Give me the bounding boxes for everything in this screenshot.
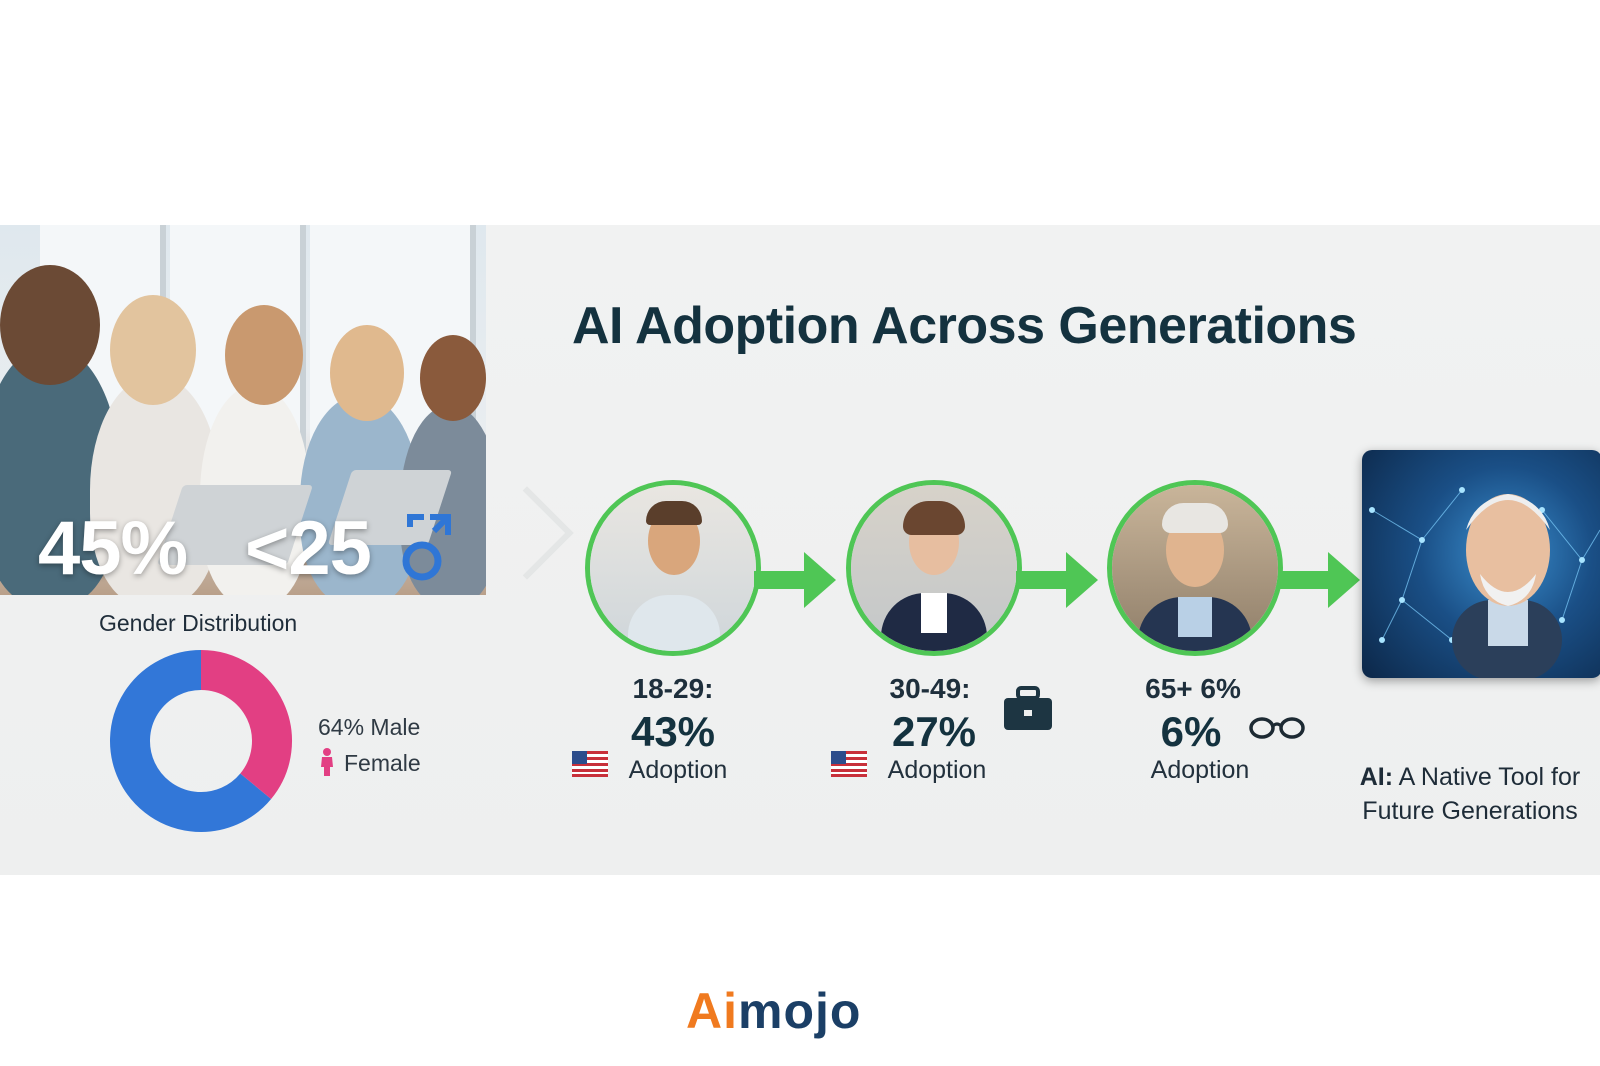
avatar-middle-aged xyxy=(846,480,1022,656)
gender-donut-chart xyxy=(110,650,292,832)
future-caption: AI: A Native Tool for Future Generations xyxy=(1340,760,1600,828)
gen2-age: 30-49: xyxy=(889,673,971,704)
person-head xyxy=(0,265,100,385)
ai-tablet-image xyxy=(1362,450,1600,678)
donut-slice-male xyxy=(110,650,272,832)
briefcase-icon xyxy=(1004,686,1052,730)
donut-slice-female xyxy=(200,650,292,799)
gen1-age: 18-29: xyxy=(632,673,714,704)
gen1-adoption-value: 43% xyxy=(630,708,716,755)
person-head xyxy=(330,325,404,421)
arrow-right-icon xyxy=(1016,552,1098,608)
legend-male: 64% Male xyxy=(318,714,421,740)
legend-female: Female xyxy=(344,750,421,776)
gen3-adoption-value: 6% xyxy=(1160,708,1222,755)
avatar-young-adult xyxy=(585,480,761,656)
logo-ai: Ai xyxy=(686,983,738,1039)
gen2-adoption-label: Adoption xyxy=(887,756,987,784)
neural-network-graphic xyxy=(1369,487,1600,678)
caption-text: A Native Tool for Future Generations xyxy=(1362,763,1581,825)
gender-symbol-icon xyxy=(402,514,451,581)
arrow-right-icon xyxy=(1278,552,1360,608)
gen3-adoption-label: Adoption xyxy=(1150,756,1250,784)
young-age-stat: <25 xyxy=(245,506,372,591)
person-head xyxy=(225,305,303,405)
caption-bold: AI: xyxy=(1359,763,1394,791)
gender-chart-title: Gender Distribution xyxy=(99,610,298,636)
person-head xyxy=(420,335,486,421)
page-title: AI Adoption Across Generations xyxy=(572,297,1357,355)
us-flag-icon xyxy=(831,751,867,777)
us-flag-icon xyxy=(572,751,608,777)
arrow-right-icon xyxy=(754,552,836,608)
gen3-age: 65+ 6% xyxy=(1145,673,1241,704)
avatar-senior xyxy=(1107,480,1283,656)
gen1-adoption-label: Adoption xyxy=(628,756,728,784)
logo-mojo: mojo xyxy=(738,983,862,1039)
person-head xyxy=(110,295,196,405)
young-share-stat: 45% xyxy=(38,506,188,591)
glasses-icon xyxy=(1249,717,1305,739)
young-group-photo: 45% <25 xyxy=(0,225,486,595)
female-person-icon xyxy=(321,748,333,776)
gen2-adoption-value: 27% xyxy=(891,708,977,755)
aimojo-logo: Aimojo xyxy=(686,982,861,1040)
